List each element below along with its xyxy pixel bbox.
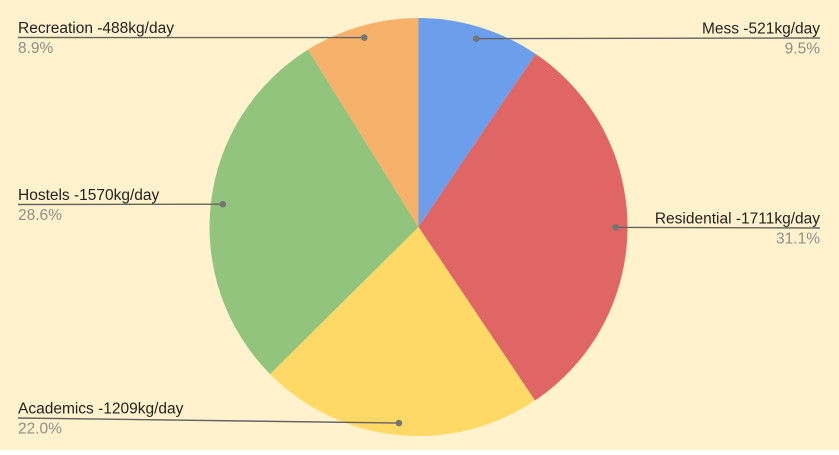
slice-label-recreation: Recreation -488kg/day xyxy=(18,20,174,37)
slice-label-mess: Mess -521kg/day xyxy=(702,21,820,38)
slice-pct-mess: 9.5% xyxy=(785,41,821,58)
slice-label-hostels: Hostels -1570kg/day xyxy=(18,187,160,204)
leader-line-mess xyxy=(476,38,820,39)
leader-dot-mess xyxy=(473,35,480,42)
slice-label-academics: Academics -1209kg/day xyxy=(18,401,184,418)
slice-pct-hostels: 28.6% xyxy=(18,207,62,224)
leader-dot-academics xyxy=(396,420,403,427)
slice-pct-residential: 31.1% xyxy=(776,231,820,248)
leader-dot-recreation xyxy=(361,34,368,41)
pie-slices xyxy=(210,18,628,436)
slice-pct-recreation: 8.9% xyxy=(18,40,54,57)
leader-dot-hostels xyxy=(220,201,227,208)
slice-pct-academics: 22.0% xyxy=(18,421,62,438)
leader-dot-residential xyxy=(612,224,619,231)
slice-label-residential: Residential -1711kg/day xyxy=(655,211,820,228)
